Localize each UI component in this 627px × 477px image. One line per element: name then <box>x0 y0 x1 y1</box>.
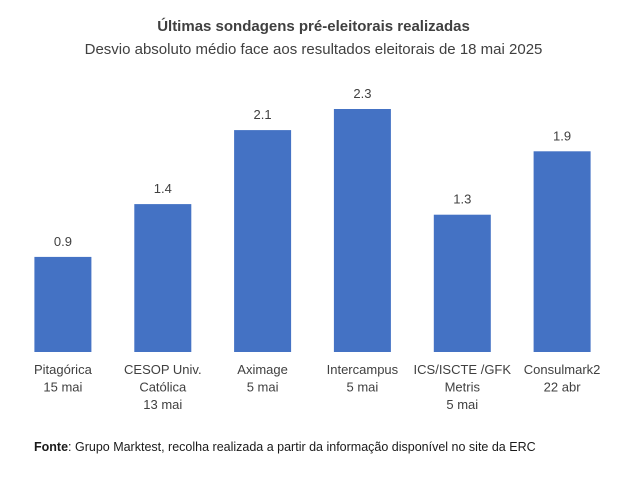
tick-label-4-0: ICS/ISCTE /GFK <box>414 362 512 377</box>
bar-3 <box>333 109 391 352</box>
tick-label-4-1: Metris <box>445 380 481 395</box>
source-text: : Grupo Marktest, recolha realizada a pa… <box>68 440 536 454</box>
tick-label-1-0: CESOP Univ. <box>124 362 202 377</box>
tick-label-0-0: Pitagórica <box>34 362 93 377</box>
tick-label-5-0: Consulmark2 <box>524 362 601 377</box>
bar-4 <box>433 214 491 352</box>
chart-title: Últimas sondagens pré-eleitorais realiza… <box>157 18 470 35</box>
data-label-4: 1.3 <box>453 192 471 207</box>
data-label-2: 2.1 <box>254 107 272 122</box>
chart-subtitle: Desvio absoluto médio face aos resultado… <box>84 41 543 58</box>
data-label-1: 1.4 <box>154 181 172 196</box>
tick-label-2-0: Aximage <box>237 362 288 377</box>
tick-label-3-0: Intercampus <box>327 362 399 377</box>
tick-label-0-1: 15 mai <box>43 380 82 395</box>
tick-label-1-2: 13 mai <box>143 397 182 412</box>
bar-0 <box>34 256 92 352</box>
data-label-5: 1.9 <box>553 128 571 143</box>
data-label-0: 0.9 <box>54 234 72 249</box>
tick-label-5-1: 22 abr <box>544 380 582 395</box>
bar-1 <box>134 204 192 352</box>
source-note: Fonte: Grupo Marktest, recolha realizada… <box>34 440 536 454</box>
source-label: Fonte <box>34 440 69 454</box>
tick-label-4-2: 5 mai <box>446 397 478 412</box>
bar-2 <box>234 130 292 352</box>
bar-5 <box>533 151 591 352</box>
tick-label-1-1: Católica <box>139 380 187 395</box>
data-label-3: 2.3 <box>353 86 371 101</box>
tick-label-3-1: 5 mai <box>347 380 379 395</box>
tick-label-2-1: 5 mai <box>247 380 279 395</box>
